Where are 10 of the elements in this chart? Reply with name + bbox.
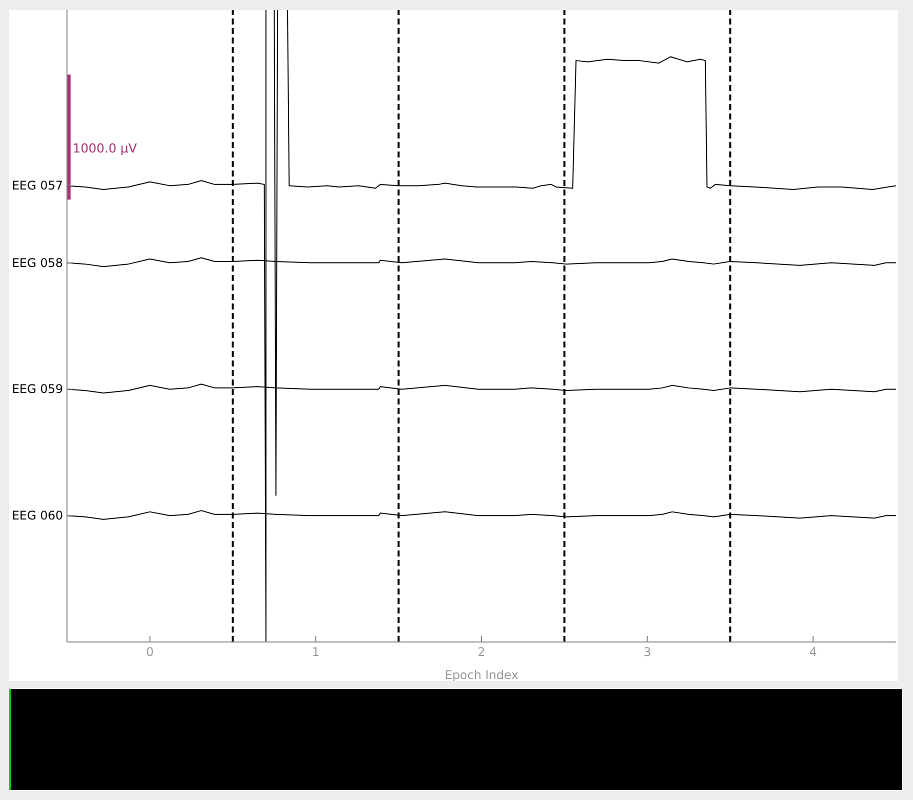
series-label: 1000.0 µV [72, 140, 138, 156]
x-tick-label: 4 [809, 644, 817, 659]
x-tick-label: 2 [478, 644, 486, 659]
x-tick-label: 1 [312, 644, 320, 659]
x-tick-label: 3 [643, 644, 652, 659]
series-label: EEG 058 [12, 256, 63, 270]
series-label: EEG 059 [12, 382, 63, 396]
series-label: EEG 057 [12, 178, 63, 193]
x-tick-label: 0 [146, 644, 154, 659]
series-label: EEG 060 [12, 508, 63, 523]
